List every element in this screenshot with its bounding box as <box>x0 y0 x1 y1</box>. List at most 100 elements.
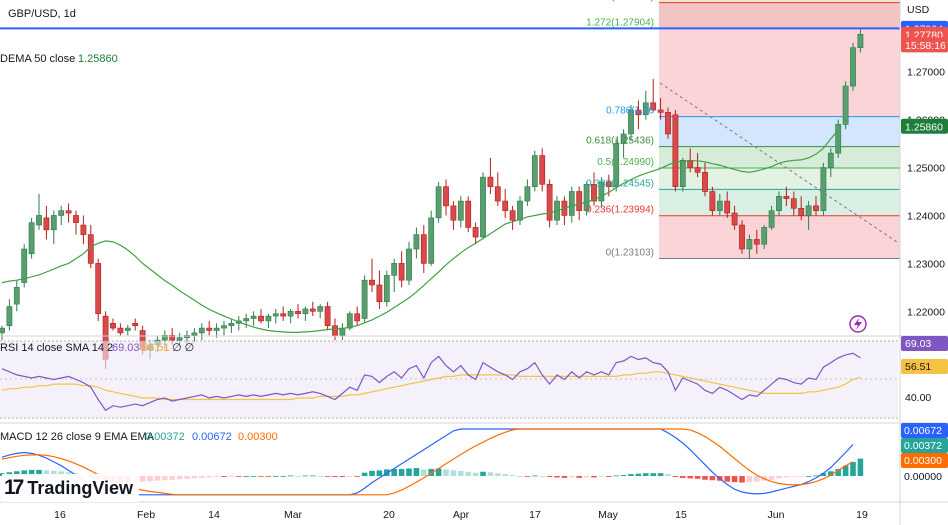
candle <box>65 203 72 223</box>
macd-hist-bar <box>495 473 501 476</box>
macd-hist-bar <box>265 476 272 477</box>
macd-hist-bar <box>43 470 50 476</box>
fib-zone <box>659 0 900 3</box>
fib-level-label: 0.618(1.25436) <box>586 136 654 147</box>
macd-hist-bar <box>465 471 471 476</box>
candle <box>376 270 383 309</box>
macd-hist-bar <box>576 476 582 478</box>
rsi-legend-name[interactable]: RSI 14 close SMA 14 2 <box>0 342 113 354</box>
macd-hist-bar <box>58 471 64 476</box>
candle <box>480 172 486 240</box>
macd-hist-bar <box>532 475 538 477</box>
macd-hist-bar <box>754 476 760 482</box>
candle <box>517 196 523 226</box>
macd-hist-bar <box>176 476 183 480</box>
price-tick: 1.24000 <box>907 210 945 222</box>
price-badge: 1.25860 <box>901 118 948 134</box>
macd-hist-bar <box>361 472 368 476</box>
macd-hist-bar <box>206 476 212 478</box>
tradingview-logo[interactable]: 17 TradingView <box>2 474 140 502</box>
macd-hist-bar <box>554 476 560 478</box>
time-tick: 16 <box>54 509 66 521</box>
price-badge: 15:58:16 <box>901 37 948 53</box>
candle <box>0 325 5 341</box>
currency-label[interactable]: USD <box>907 4 930 16</box>
macd-hist-bar <box>413 468 420 476</box>
candle <box>258 308 264 324</box>
tradingview-mark-icon: 17 <box>4 476 24 499</box>
rsi-ma-badge: 56.51 <box>905 361 931 373</box>
macd-hist-bar <box>783 476 790 478</box>
macd-hist-bar <box>539 476 545 477</box>
macd-hist-bar <box>302 475 309 477</box>
macd-hist-bar <box>680 476 686 478</box>
macd-hist-bar <box>236 476 242 477</box>
macd-hist-bar <box>421 469 427 476</box>
time-axis[interactable]: 16 Feb 14 Mar 20 Apr 17 May 15 Jun 19 <box>54 509 868 521</box>
candle <box>487 157 494 194</box>
lightning-icon[interactable] <box>849 315 867 333</box>
macd-hist-bar <box>598 476 605 477</box>
candle <box>650 78 657 113</box>
macd-legend-hist: 0.00372 <box>145 431 185 443</box>
rsi-line <box>1 352 861 412</box>
fib-zone <box>659 168 900 190</box>
macd-hist-bar <box>746 476 753 483</box>
candle <box>221 320 227 336</box>
candle <box>746 234 753 259</box>
candle <box>494 172 501 206</box>
macd-hist-bar <box>443 469 449 476</box>
time-tick: 17 <box>529 509 541 521</box>
time-tick: 14 <box>208 509 220 521</box>
macd-hist-bar <box>213 476 220 477</box>
candle <box>317 304 324 319</box>
price-tick: 1.23000 <box>907 258 945 270</box>
candle <box>36 193 42 230</box>
macd-hist-bar <box>687 476 693 479</box>
dema-legend-value: 1.25860 <box>78 53 118 65</box>
candle <box>835 119 842 158</box>
macd-hist-bar <box>287 475 294 477</box>
candle <box>309 301 316 317</box>
macd-hist-bar <box>702 476 708 480</box>
macd-hist-bar <box>546 476 553 477</box>
macd-legend-name[interactable]: MACD 12 26 close 9 EMA EMA <box>0 431 155 443</box>
macd-hist-bar <box>36 469 42 476</box>
macd-hist-bar <box>243 476 249 477</box>
candle <box>117 323 124 336</box>
candle <box>80 215 87 245</box>
macd-hist-bar <box>835 468 841 476</box>
fib-level-label: 0(1.23103) <box>606 247 654 258</box>
macd-hist-bar <box>228 476 235 477</box>
candle <box>591 172 597 206</box>
macd-hist-bar <box>295 476 301 477</box>
macd-hist-bar <box>435 468 442 476</box>
candle <box>198 323 205 341</box>
candle <box>280 306 287 321</box>
candle <box>657 98 664 120</box>
dema-legend-name[interactable]: DEMA 50 close <box>0 53 75 65</box>
candle <box>472 222 479 245</box>
macd-hist-bar <box>650 473 656 476</box>
fib-labels: 1.414(1.28440) 1.272(1.27904) 0.786(1.26 0.… <box>586 0 654 258</box>
candle <box>753 229 760 254</box>
macd-hist-bar <box>857 458 864 476</box>
candle <box>628 105 634 142</box>
macd-hist-bar <box>428 468 434 476</box>
macd-hist-bar <box>709 476 716 481</box>
fib-level-label: 0.236(1.23994) <box>586 205 654 216</box>
candle <box>761 225 768 250</box>
candle <box>613 138 620 192</box>
candle <box>702 162 708 197</box>
candle <box>716 193 723 216</box>
fib-level-label: 0.786(1.26 <box>606 106 654 117</box>
symbol-label[interactable]: GBP/USD, 1d <box>8 8 76 20</box>
candle <box>672 110 679 192</box>
candle <box>73 210 79 235</box>
rsi-badge: 69.03 <box>905 338 931 350</box>
macd-hist-bar <box>591 476 597 478</box>
signal-badge: 0.00300 <box>904 455 942 467</box>
macd-hist-bar <box>191 476 198 479</box>
